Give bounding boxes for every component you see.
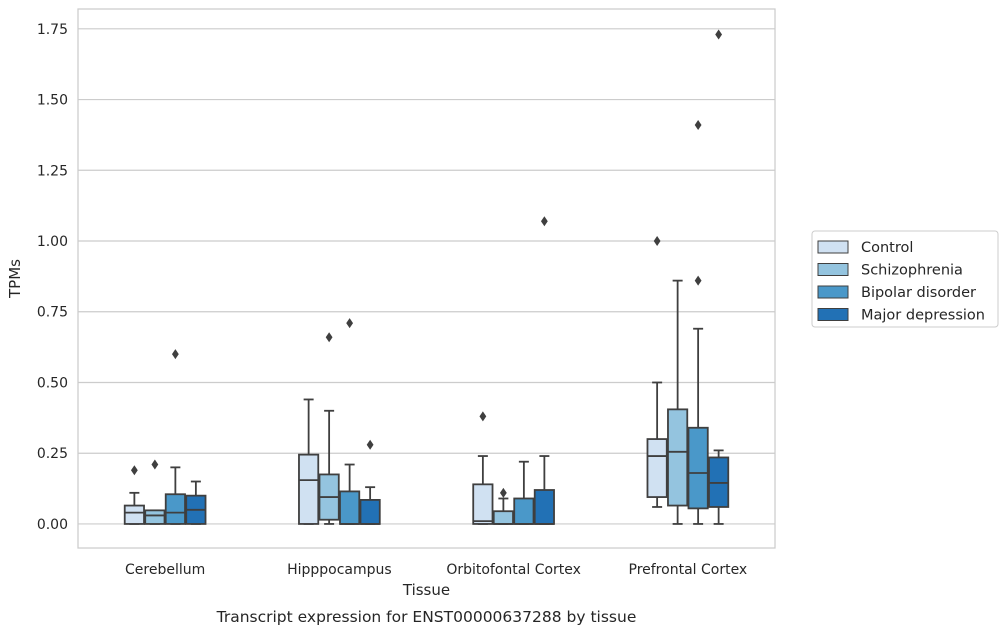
box-2-2	[513, 460, 535, 525]
y-tick-label: 0.75	[37, 305, 68, 321]
box-iqr	[123, 504, 145, 525]
box-iqr	[667, 408, 689, 507]
legend-frame	[811, 230, 999, 328]
box-iqr	[646, 438, 668, 498]
y-tick-label: 1.00	[37, 234, 68, 250]
y-axis-label: TPMs	[6, 259, 24, 299]
x-tick-label: Orbitofontal Cortex	[446, 562, 581, 578]
y-tick-label: 0.00	[37, 517, 68, 533]
y-tick-label: 0.50	[37, 375, 68, 391]
box-iqr	[164, 493, 186, 525]
box-iqr	[492, 510, 514, 525]
y-tick-labels: 0.00 0.25 0.50 0.75 1.00 1.25 1.50 1.75	[37, 22, 68, 533]
box-iqr	[513, 497, 535, 525]
legend-label: Bipolar disorder	[861, 285, 976, 301]
legend: Control Schizophrenia Bipolar disorder Majo…	[811, 230, 999, 328]
outlier-point	[479, 411, 487, 422]
box-iqr	[144, 509, 166, 525]
y-tick-label: 1.50	[37, 93, 68, 109]
outlier-point	[171, 349, 179, 360]
outlier-point	[715, 29, 723, 40]
x-tick-label: Prefrontal Cortex	[629, 562, 748, 578]
y-tick-label: 1.75	[37, 22, 68, 38]
box-3-3	[708, 29, 730, 525]
chart-caption: Transcript expression for ENST0000063728…	[216, 608, 637, 626]
y-tick-label: 1.25	[37, 163, 68, 179]
outlier-point	[499, 487, 507, 498]
box-1-0	[298, 398, 320, 525]
box-2-3	[533, 216, 555, 525]
outlier-point	[540, 216, 548, 227]
legend-swatch	[817, 263, 849, 276]
gridlines	[78, 28, 775, 525]
legend-swatch	[817, 308, 849, 321]
boxes	[123, 29, 730, 525]
box-iqr	[533, 489, 555, 525]
x-tick-labels: Cerebellum Hipppocampus Orbitofontal Corte…	[125, 562, 747, 578]
x-tick-label: Cerebellum	[125, 562, 205, 578]
box-iqr	[687, 426, 709, 510]
legend-swatch	[817, 240, 849, 254]
outlier-point	[694, 275, 702, 286]
box-iqr	[359, 499, 381, 525]
box-iqr	[339, 490, 361, 525]
outlier-point	[346, 318, 354, 329]
box-3-0	[646, 236, 668, 508]
box-2-0	[472, 411, 494, 525]
plot-frame	[77, 8, 776, 549]
x-axis-label: Tissue	[402, 581, 450, 599]
y-tick-label: 0.25	[37, 446, 68, 462]
box-iqr	[298, 453, 320, 525]
outlier-point	[130, 465, 138, 476]
box-0-3	[185, 480, 207, 525]
outlier-point	[366, 439, 374, 450]
box-0-0	[123, 465, 145, 525]
box-1-3	[359, 439, 381, 525]
box-iqr	[472, 483, 494, 525]
box-0-2	[164, 349, 186, 525]
box-0-1	[144, 459, 166, 525]
outlier-point	[653, 236, 661, 247]
outlier-point	[151, 459, 159, 470]
box-3-2	[687, 120, 709, 525]
legend-label: Schizophrenia	[861, 263, 963, 279]
x-tick-label: Hipppocampus	[287, 562, 392, 578]
box-1-1	[318, 332, 340, 525]
box-3-1	[667, 279, 689, 525]
outlier-point	[694, 120, 702, 131]
legend-label: Major depression	[861, 308, 985, 324]
legend-label: Control	[861, 240, 913, 256]
box-1-2	[339, 318, 361, 525]
box-2-1	[492, 487, 514, 525]
outlier-point	[325, 332, 333, 343]
legend-swatch	[817, 285, 849, 299]
